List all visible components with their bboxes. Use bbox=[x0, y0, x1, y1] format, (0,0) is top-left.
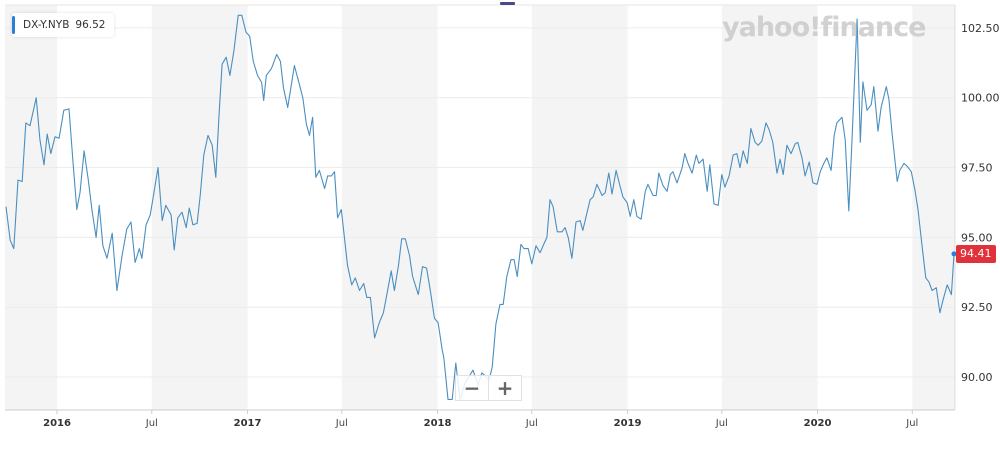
x-tick-label: Jul bbox=[145, 418, 158, 429]
zoom-in-button[interactable]: + bbox=[488, 376, 521, 400]
series-color-swatch bbox=[12, 16, 15, 34]
legend-symbol: DX-Y.NYB bbox=[23, 19, 70, 31]
y-tick-label: 95.00 bbox=[961, 231, 993, 244]
gridlines bbox=[5, 27, 955, 378]
zoom-controls: − + bbox=[455, 375, 522, 401]
y-tick-label: 92.50 bbox=[961, 301, 993, 314]
y-axis-ticks: 90.00 92.50 95.00 97.50 100.00 102.50 bbox=[961, 22, 1000, 384]
y-tick-label: 90.00 bbox=[961, 371, 993, 384]
x-tick-label: 2017 bbox=[234, 418, 262, 429]
y-tick-label: 97.50 bbox=[961, 162, 993, 175]
navigator-handle[interactable] bbox=[500, 2, 515, 5]
last-point-marker bbox=[951, 251, 957, 257]
x-tick-label: Jul bbox=[905, 418, 918, 429]
legend-value: 96.52 bbox=[75, 19, 106, 31]
current-price-tag: 94.41 bbox=[956, 245, 996, 263]
zoom-out-button[interactable]: − bbox=[463, 376, 481, 400]
series-legend[interactable]: DX-Y.NYB 96.52 bbox=[12, 13, 115, 37]
shaded-band bbox=[341, 5, 438, 410]
x-tick-label: Jul bbox=[715, 418, 728, 429]
x-tick-label: 2019 bbox=[614, 418, 642, 429]
x-tick-label: 2020 bbox=[804, 418, 832, 429]
shaded-band bbox=[912, 5, 955, 410]
shaded-band bbox=[5, 5, 58, 410]
yahoo-finance-logo: yahoo!finance bbox=[722, 12, 926, 43]
y-tick-label: 100.00 bbox=[961, 92, 1000, 105]
x-tick-label: 2018 bbox=[424, 418, 452, 429]
y-tick-label: 102.50 bbox=[961, 22, 1000, 35]
x-tick-label: Jul bbox=[335, 418, 348, 429]
shaded-band bbox=[531, 5, 628, 410]
x-tick-label: 2016 bbox=[43, 418, 71, 429]
half-year-bands bbox=[5, 5, 955, 410]
shaded-band bbox=[151, 5, 248, 410]
x-axis-ticks: 2016 Jul 2017 Jul 2018 Jul 2019 Jul 2020 Jul bbox=[43, 410, 918, 429]
series-line bbox=[5, 14, 955, 400]
shaded-band bbox=[721, 5, 818, 410]
x-tick-label: Jul bbox=[525, 418, 538, 429]
